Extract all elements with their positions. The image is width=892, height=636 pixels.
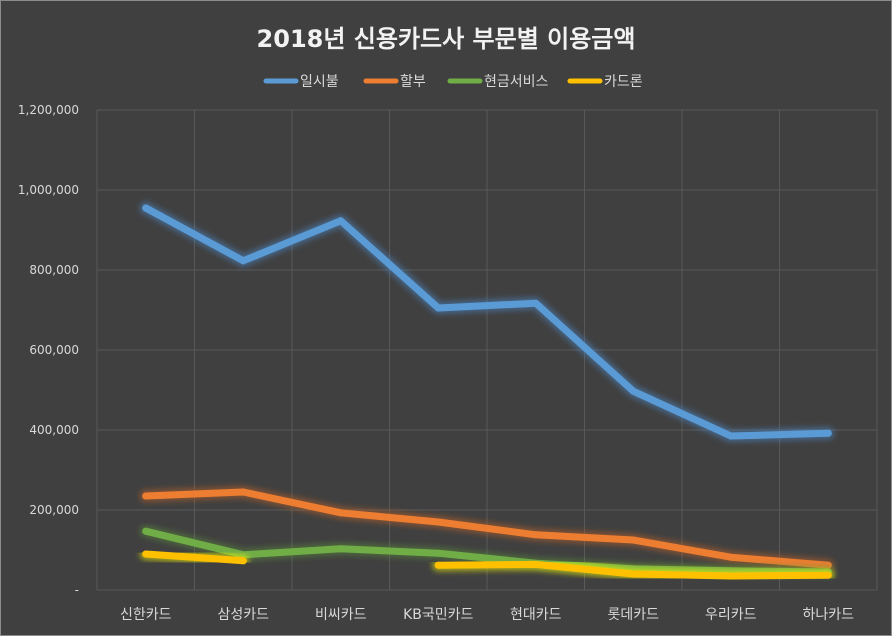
x-tick-label: 하나카드 <box>802 607 854 623</box>
x-tick-label: 현대카드 <box>510 607 562 623</box>
y-tick-label: 1,000,000 <box>18 183 79 197</box>
data-point <box>532 531 540 539</box>
series-line-카드론 <box>142 550 247 565</box>
x-tick-label: 비씨카드 <box>315 607 367 623</box>
x-tick-label: KB국민카드 <box>403 607 473 623</box>
data-point <box>824 571 832 579</box>
x-tick-label: 신한카드 <box>120 607 172 623</box>
data-point <box>629 536 637 544</box>
y-tick-label: 400,000 <box>29 423 79 437</box>
data-point <box>337 509 345 517</box>
data-point <box>629 570 637 578</box>
data-point <box>434 518 442 526</box>
data-point <box>239 557 247 565</box>
legend-label: 할부 <box>400 74 426 90</box>
data-point <box>434 304 442 312</box>
series-line-일시불 <box>142 204 832 440</box>
data-point <box>239 257 247 265</box>
data-point <box>142 550 150 558</box>
x-tick-label: 롯데카드 <box>607 607 659 623</box>
legend-label: 카드론 <box>604 74 643 90</box>
y-tick-label: 800,000 <box>29 263 79 277</box>
y-tick-label: 200,000 <box>29 503 79 517</box>
data-point <box>434 549 442 557</box>
y-tick-label: 600,000 <box>29 343 79 357</box>
data-point <box>727 572 735 580</box>
y-tick-label: 1,200,000 <box>18 103 79 117</box>
data-point <box>337 545 345 553</box>
data-point <box>824 429 832 437</box>
data-point <box>142 527 150 535</box>
data-point <box>142 492 150 500</box>
data-point <box>239 488 247 496</box>
data-point <box>337 217 345 225</box>
legend-label: 현금서비스 <box>484 74 549 90</box>
data-point <box>142 204 150 212</box>
y-tick-label: - <box>75 583 79 597</box>
data-point <box>532 299 540 307</box>
data-point <box>532 560 540 568</box>
legend-label: 일시불 <box>300 74 339 90</box>
data-point <box>727 432 735 440</box>
data-point <box>434 561 442 569</box>
x-tick-label: 삼성카드 <box>217 607 269 623</box>
data-point <box>629 387 637 395</box>
data-point <box>727 553 735 561</box>
x-tick-label: 우리카드 <box>705 607 757 623</box>
series-line-할부 <box>142 488 832 569</box>
chart-title: 2018년 신용카드사 부문별 이용금액 <box>256 25 636 53</box>
